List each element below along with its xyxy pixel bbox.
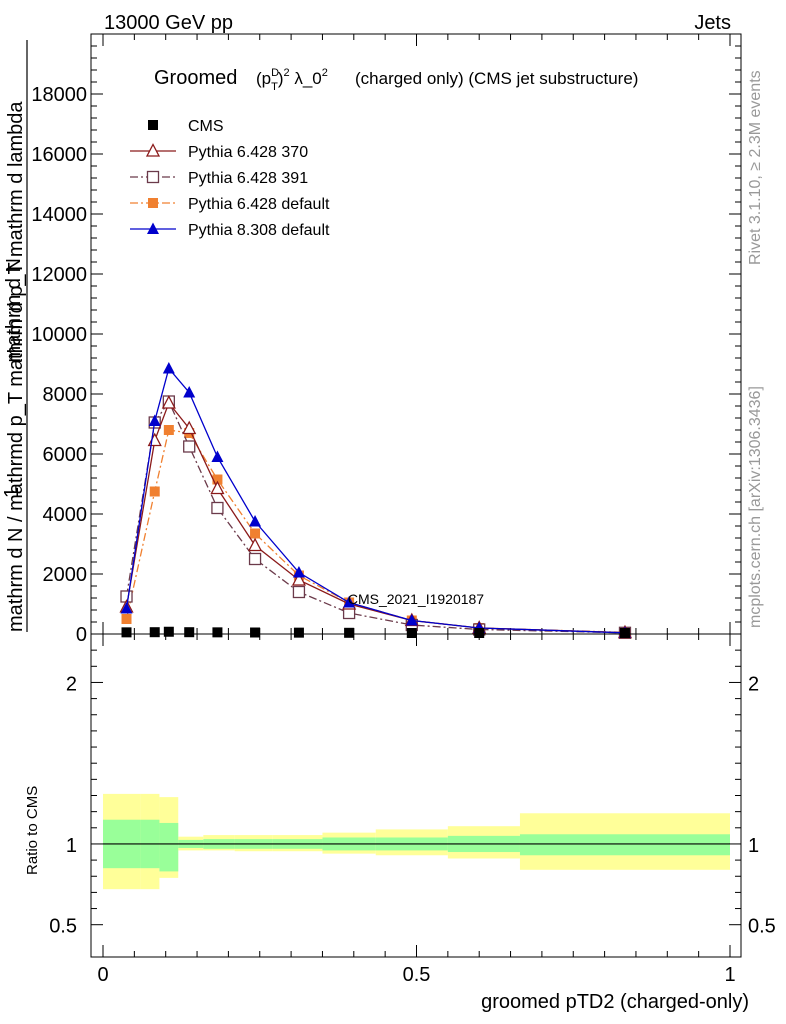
ratio-frame <box>90 633 742 958</box>
data-point-p6def <box>149 486 160 497</box>
title-suffix: (charged only) (CMS jet substructure) <box>355 69 638 88</box>
legend-marker-p8def <box>147 222 159 234</box>
legend: CMS Pythia 6.428 370 Pythia 6.428 391 Pythi… <box>130 118 330 239</box>
mcplots-label: mcplots.cern.ch [arXiv:1306.3436] <box>747 386 764 628</box>
ratio-y-tick-label: 1 <box>66 835 77 857</box>
data-point-cms <box>619 628 630 638</box>
y-tick-label: 10000 <box>31 324 87 346</box>
legend-label-cms: CMS <box>188 118 224 135</box>
header-energy: 13000 GeV pp <box>104 12 233 34</box>
data-point-p391 <box>211 501 224 515</box>
data-point-p391 <box>183 440 196 453</box>
legend-label-p6def: Pythia 6.428 default <box>188 196 330 213</box>
data-point-p370 <box>161 395 176 409</box>
data-point-cms <box>149 627 160 638</box>
y-tick-label: 8000 <box>43 384 88 406</box>
main-axes: 0 2000 4000 6000 8000 10000 12000 14000 16000 180… <box>31 33 742 646</box>
data-point-p8def <box>183 386 196 398</box>
x-tick-label: 0 <box>97 964 108 986</box>
main-y-label: mathrm d N / mathrmd p_T mathrm d p_T ma… <box>1 40 28 632</box>
x-tick-label: 1 <box>724 964 735 986</box>
data-point-p6def <box>212 474 223 485</box>
legend-marker-cms <box>148 120 158 130</box>
ratio-y-label: Ratio to CMS <box>24 786 41 875</box>
legend-marker-p370 <box>145 143 161 157</box>
legend-label-p8def: Pythia 8.308 default <box>188 222 330 239</box>
data-point-p370 <box>210 480 225 495</box>
inner-band-bin <box>159 822 179 872</box>
ratio-y-tick-label: 2 <box>66 673 77 695</box>
data-point-cms <box>212 627 223 638</box>
x-axis-label: groomed pTD2 (charged-only) <box>481 991 749 1013</box>
data-point-p370 <box>247 537 263 552</box>
data-point-p8def <box>343 596 356 608</box>
title-prefix: Groomed <box>154 67 237 89</box>
data-point-p8def <box>162 362 175 374</box>
data-point-cms <box>121 627 132 638</box>
ylabel-top: mathrm d N <box>3 258 25 362</box>
legend-label-p391: Pythia 6.428 391 <box>188 170 308 187</box>
data-point-p8def <box>120 602 133 614</box>
data-point-cms <box>184 627 195 638</box>
ratio-y-tick-label: 0.5 <box>49 916 77 938</box>
data-point-p370 <box>291 572 307 586</box>
data-point-p391 <box>248 552 262 566</box>
y-tick-label: 4000 <box>43 504 88 526</box>
data-point-p8def <box>148 414 161 426</box>
data-point-p8def <box>249 515 262 527</box>
data-point-p391 <box>292 585 306 599</box>
data-point-p8def <box>292 566 305 578</box>
data-point-cms <box>474 628 485 638</box>
y-tick-label: 16000 <box>31 144 87 166</box>
y-tick-label: 14000 <box>31 204 87 226</box>
data-point-p8def <box>211 450 224 462</box>
y-tick-label: 12000 <box>31 264 87 286</box>
plot-title: Groomed (pD T)2 λ_02 (charged only) (CMS … <box>154 67 638 93</box>
ylabel-one: 1 <box>1 487 23 498</box>
data-point-p8def <box>405 614 418 626</box>
legend-label-p370: Pythia 6.428 370 <box>188 144 308 161</box>
data-point-cms <box>344 627 355 638</box>
data-point-p370 <box>182 420 197 435</box>
data-point-p6def <box>250 528 261 539</box>
ratio-bands <box>103 793 730 890</box>
header-process: Jets <box>694 12 731 34</box>
inner-band-bin <box>519 834 730 856</box>
main-series-layer <box>119 362 633 639</box>
y-tick-label: 6000 <box>43 444 88 466</box>
title-math: (pD T)2 λ_02 <box>256 67 328 93</box>
data-point-cms <box>406 628 417 638</box>
legend-marker-p6def <box>148 198 158 208</box>
ylabel-fraction: mathrm d N / mathrmd p_T mathrm d p_T ma… <box>5 101 27 632</box>
ratio-axes: 0.5 0.5 1 1 2 2 0 0.5 1 <box>49 633 776 986</box>
analysis-watermark: CMS_2021_I1920187 <box>348 591 484 607</box>
data-point-cms <box>293 627 304 638</box>
y-tick-label: 0 <box>76 624 87 646</box>
data-point-p6def <box>163 425 174 435</box>
data-point-cms <box>250 627 261 638</box>
data-point-p370 <box>147 432 162 447</box>
rivet-label: Rivet 3.1.10, ≥ 2.3M events <box>747 70 764 265</box>
data-point-p6def <box>121 614 132 624</box>
ratio-y-tick-label-right: 1 <box>748 835 759 857</box>
legend-marker-p391 <box>146 170 160 184</box>
ratio-y-tick-label-right: 2 <box>748 673 759 695</box>
x-tick-label: 0.5 <box>403 964 431 986</box>
ratio-y-tick-label-right: 0.5 <box>748 916 776 938</box>
y-tick-label: 18000 <box>31 84 87 106</box>
data-point-cms <box>163 626 174 637</box>
y-tick-label: 2000 <box>43 564 88 586</box>
